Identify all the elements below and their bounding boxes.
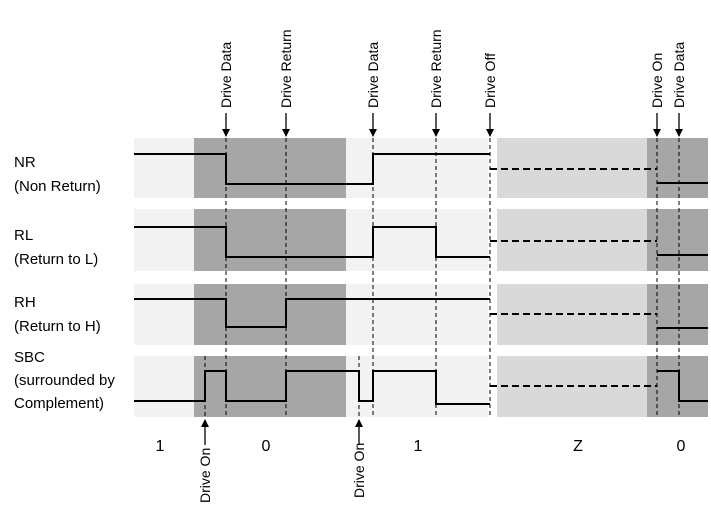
band-sbc-0 (194, 356, 346, 417)
signal-label-nr-line1: NR (14, 154, 36, 171)
signal-label-rh-line1: RH (14, 294, 36, 311)
top-event-arrows (222, 113, 683, 137)
wave-nr (134, 153, 490, 185)
wave-rh (134, 298, 490, 328)
signal-labels: NR (Non Return) RL (Return to L) RH (Ret… (14, 154, 115, 412)
band-nr-1b (346, 138, 488, 198)
state-z: Z (573, 438, 583, 455)
top-event-labels: Drive Data Drive Return Drive Data Drive… (218, 29, 687, 108)
band-sbc-1 (134, 356, 194, 417)
wave-sbc-tail (657, 370, 708, 402)
label-drive-on-3: Drive On (649, 53, 665, 108)
waveforms (134, 153, 708, 405)
label-drive-return-2: Drive Return (428, 29, 444, 108)
state-1b: 1 (414, 438, 423, 455)
label-drive-return-1: Drive Return (278, 29, 294, 108)
band-nr-0 (194, 138, 346, 198)
wave-sbc (134, 370, 490, 405)
signal-label-rh-line2: (Return to H) (14, 318, 101, 335)
band-rh-1 (134, 284, 194, 345)
signal-label-sbc-line3: Complement) (14, 395, 104, 412)
label-drive-on-2: Drive On (351, 443, 367, 498)
label-drive-on-1: Drive On (197, 448, 213, 503)
signal-label-rl-line2: (Return to L) (14, 251, 98, 268)
state-0: 0 (262, 438, 271, 455)
band-rh-0 (194, 284, 346, 345)
label-drive-data-1: Drive Data (218, 42, 234, 108)
label-drive-off: Drive Off (482, 53, 498, 108)
signal-label-nr-line2: (Non Return) (14, 178, 101, 195)
signal-label-sbc-line2: (surrounded by (14, 372, 115, 389)
signal-label-sbc-line1: SBC (14, 349, 45, 366)
row-bands (134, 138, 708, 417)
band-rl-1b (346, 209, 488, 271)
bottom-event-arrows (201, 419, 363, 445)
state-0b: 0 (677, 438, 686, 455)
wave-rl (134, 226, 490, 258)
label-drive-data-3: Drive Data (671, 42, 687, 108)
state-labels: 1 0 1 Z 0 (156, 438, 686, 455)
label-drive-data-2: Drive Data (365, 42, 381, 108)
band-sbc-1b (346, 356, 488, 417)
state-1: 1 (156, 438, 165, 455)
signal-label-rl-line1: RL (14, 227, 33, 244)
bottom-event-labels: Drive On Drive On (197, 443, 367, 503)
band-rl-0 (194, 209, 346, 271)
band-rh-1b (346, 284, 488, 345)
band-nr-1 (134, 138, 194, 198)
band-rl-1 (134, 209, 194, 271)
